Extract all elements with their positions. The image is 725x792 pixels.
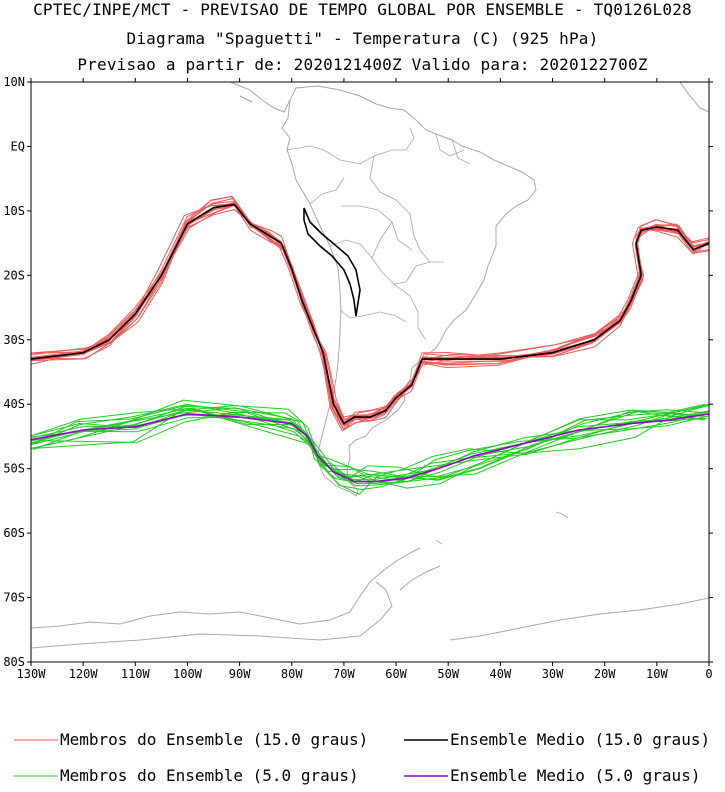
central-america-coast — [229, 82, 291, 113]
lat-tick-label: 50S — [3, 462, 25, 476]
country-borders — [286, 127, 471, 341]
lon-tick-label: 20W — [594, 667, 616, 681]
legend-label: Ensemble Medio (15.0 graus) — [450, 730, 710, 749]
chart-subtitle: Diagrama "Spaguetti" - Temperatura (C) (… — [126, 29, 599, 48]
south-georgia — [435, 511, 569, 545]
lat-tick-label: 70S — [3, 591, 25, 605]
lat-tick-label: 20S — [3, 268, 25, 282]
ensemble-mean-15-line — [31, 203, 709, 425]
lat-tick-label: 80S — [3, 655, 25, 669]
lon-tick-label: 120W — [69, 667, 99, 681]
plot-frame — [30, 81, 710, 663]
legend-label: Membros do Ensemble (5.0 graus) — [60, 766, 359, 785]
lon-tick-label: 130W — [17, 667, 47, 681]
chart-dates: Previsao a partir de: 2020121400Z Valido… — [77, 55, 648, 74]
lon-tick-label: 80W — [281, 667, 303, 681]
west-africa-coast — [679, 82, 709, 113]
ensemble-member-line — [38, 410, 709, 491]
ensemble-member-line — [31, 403, 707, 478]
lon-tick-label: 100W — [173, 667, 203, 681]
lon-tick-label: 90W — [229, 667, 251, 681]
lon-tick-label: 110W — [121, 667, 151, 681]
chart-title: CPTEC/INPE/MCT - PREVISAO DE TEMPO GLOBA… — [33, 0, 692, 19]
south-america-coast — [281, 85, 537, 497]
antarctica-coast — [31, 547, 709, 649]
ensemble-mean-15-closed-contour — [303, 207, 361, 317]
ensemble-member-line — [35, 404, 709, 496]
legend-label: Membros do Ensemble (15.0 graus) — [60, 730, 368, 749]
ensemble-member-line — [31, 407, 706, 489]
basemap — [31, 82, 709, 649]
lon-tick-label: 40W — [490, 667, 512, 681]
lat-tick-label: 60S — [3, 526, 25, 540]
lon-tick-label: 10W — [646, 667, 668, 681]
lat-tick-label: 40S — [3, 397, 25, 411]
ensemble-member-line — [31, 196, 709, 432]
lon-tick-label: 70W — [333, 667, 355, 681]
lat-tick-label: 10S — [3, 204, 25, 218]
ensemble-member-line — [34, 410, 709, 485]
lon-tick-label: 50W — [437, 667, 459, 681]
legend-label: Ensemble Medio (5.0 graus) — [450, 766, 700, 785]
ensemble-member-line — [31, 407, 703, 483]
ensemble-member-line — [31, 204, 708, 423]
lon-tick-label: 30W — [542, 667, 564, 681]
lat-tick-label: 30S — [3, 333, 25, 347]
lon-tick-label: 0 — [705, 667, 712, 681]
ensemble-mean-5-line — [31, 413, 709, 483]
lat-tick-label: 10N — [3, 75, 25, 89]
legend: Membros do Ensemble (15.0 graus) Ensemble… — [14, 730, 710, 785]
lat-tick-label: EQ — [11, 139, 25, 153]
ensemble-member-line — [32, 403, 709, 483]
lon-tick-label: 60W — [385, 667, 407, 681]
